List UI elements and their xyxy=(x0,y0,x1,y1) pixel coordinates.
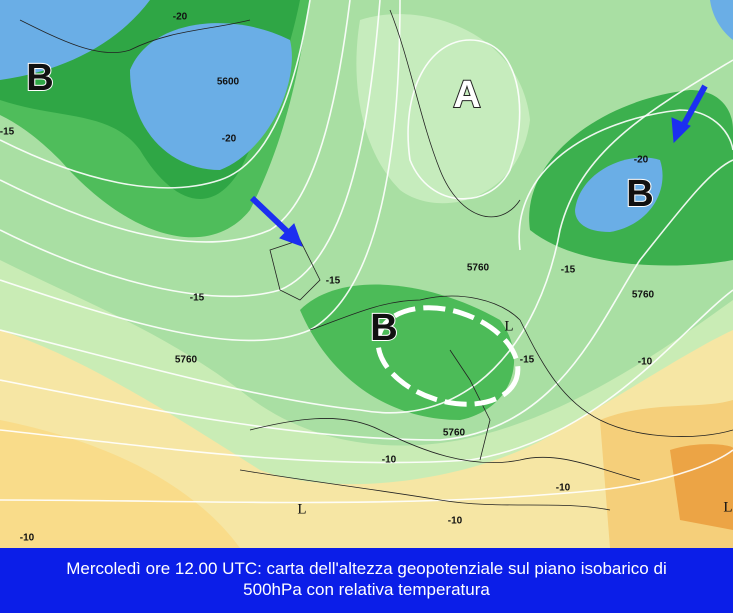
coastlines xyxy=(19,9,733,511)
isohypse xyxy=(0,59,733,414)
pressure-center-label: A xyxy=(453,74,480,116)
arrow xyxy=(679,84,708,130)
low-core xyxy=(575,157,663,232)
coastline xyxy=(19,19,251,54)
pressure-center-label: B xyxy=(626,173,653,215)
pressure-center-label: L xyxy=(297,501,306,517)
hot-area xyxy=(670,444,733,530)
pressure-center-label: L xyxy=(504,318,513,334)
contour-label: -10 xyxy=(556,483,571,494)
low-core xyxy=(0,0,150,80)
pressure-center-label: B xyxy=(370,307,397,349)
isohypse xyxy=(0,289,733,464)
isohypse xyxy=(0,159,733,441)
arrows xyxy=(249,84,708,247)
caption-line: 500hPa con relativa temperatura xyxy=(243,580,490,599)
contour-label: 5760 xyxy=(467,263,490,274)
low-core xyxy=(710,0,733,40)
contour-label: 5760 xyxy=(632,290,655,301)
coastline xyxy=(249,418,641,481)
coastline xyxy=(309,295,733,437)
pressure-center-label: L xyxy=(723,499,732,515)
isohypse xyxy=(0,0,311,189)
arrow-head xyxy=(671,117,691,144)
caption-bar: Mercoledì ore 12.00 UTC: carta dell'alte… xyxy=(0,548,733,613)
caption-line: Mercoledì ore 12.00 UTC: carta dell'alte… xyxy=(66,559,667,578)
contour-label: -20 xyxy=(634,155,649,166)
isohypse xyxy=(518,109,733,251)
arrow-head xyxy=(279,223,303,247)
warm-area xyxy=(0,420,240,548)
pressure-center-label: B xyxy=(26,57,53,99)
coastline xyxy=(389,9,521,218)
coastline xyxy=(449,349,491,461)
contour-label: -15 xyxy=(190,293,205,304)
isohypse xyxy=(0,449,733,504)
contour-label: 5760 xyxy=(175,355,198,366)
contour-label: -20 xyxy=(173,12,188,23)
contour-label: -10 xyxy=(20,533,35,544)
contour-label: 5600 xyxy=(217,77,240,88)
contour-label: -20 xyxy=(222,134,237,145)
contour-label: -15 xyxy=(326,276,341,287)
contour-label: -10 xyxy=(638,357,653,368)
contour-label: -10 xyxy=(382,455,397,466)
isohypse xyxy=(0,0,351,243)
highlight-ellipse xyxy=(375,305,521,407)
isohypse xyxy=(407,39,521,200)
contour-label: -15 xyxy=(0,127,15,138)
contour-label: -15 xyxy=(561,265,576,276)
contour-label: 5760 xyxy=(443,428,466,439)
contour-label: -10 xyxy=(448,516,463,527)
coastline xyxy=(239,469,611,511)
warm-ridge xyxy=(356,14,530,204)
cold-area xyxy=(300,284,515,420)
low-core xyxy=(130,23,292,170)
weather-map: B A B B L L L 5600 5760 5760 5760 5760 -20 -20 -20 -15 -… xyxy=(0,0,733,548)
arrow xyxy=(249,195,295,239)
contour-label: -15 xyxy=(520,355,535,366)
